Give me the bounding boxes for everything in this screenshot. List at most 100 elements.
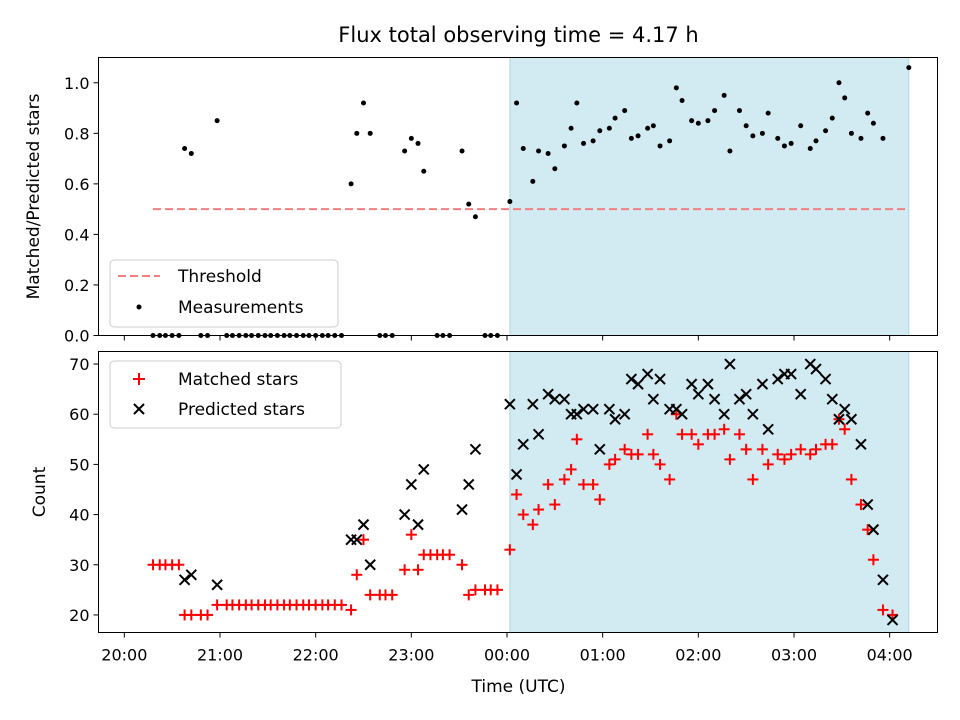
bottom-y-axis: 20 30 40 50 60 70	[69, 355, 99, 625]
matched-star-point	[456, 559, 468, 571]
predicted-star-point	[632, 378, 644, 390]
top-y-tick-label: 0.8	[64, 124, 89, 143]
matched-star-point	[578, 478, 590, 490]
predicted-star-point	[364, 559, 376, 571]
measurement-point	[628, 135, 634, 141]
x-tick-label: 01:00	[580, 646, 626, 665]
predicted-star-point	[504, 398, 516, 410]
legend-threshold-label: Threshold	[177, 267, 262, 287]
legend-matched-swatch	[133, 373, 145, 385]
predicted-star-point	[594, 443, 606, 456]
matched-star-point	[558, 473, 570, 485]
bot-y-tick-label: 70	[69, 355, 89, 374]
predicted-star-point	[708, 393, 721, 405]
bot-y-tick-label: 20	[69, 606, 89, 625]
predicted-star-point	[845, 413, 858, 425]
predicted-star-point	[558, 393, 571, 405]
measurement-point	[402, 148, 408, 154]
predicted-star-point	[785, 368, 797, 380]
top-panel-frame	[98, 57, 938, 336]
matched-star-point	[762, 458, 774, 470]
matched-star-point	[357, 534, 369, 546]
measurement-point	[574, 100, 580, 106]
predicted-star-point	[772, 373, 784, 385]
measurement-point	[721, 92, 727, 98]
measurement-point	[842, 95, 848, 101]
legend-predicted-swatch	[133, 403, 145, 415]
measurement-point	[813, 138, 819, 144]
predicted-star-point	[587, 403, 599, 415]
matched-star-point	[609, 453, 621, 465]
measurement-point	[612, 115, 618, 121]
x-tick-label: 21:00	[197, 646, 243, 665]
matched-star-point	[517, 509, 529, 521]
measurement-point	[520, 145, 526, 151]
predicted-star-point	[357, 518, 370, 531]
x-tick-label: 04:00	[867, 646, 913, 665]
measurement-point	[667, 138, 673, 144]
measurement-point	[367, 130, 373, 136]
matched-star-point	[386, 589, 398, 601]
legend-measurements-swatch	[136, 304, 142, 310]
measurement-point	[657, 143, 663, 149]
top-observing-window	[509, 57, 910, 336]
x-tick-label: 00:00	[484, 646, 530, 665]
top-y-axis-label: Matched/Predicted stars	[24, 93, 44, 299]
measurement-point	[622, 108, 628, 114]
measurement-point	[870, 120, 876, 126]
predicted-star-point	[794, 388, 807, 400]
matched-star-point	[405, 529, 417, 541]
bot-y-tick-label: 60	[69, 405, 89, 424]
predicted-star-point	[762, 423, 774, 435]
predicted-star-point	[654, 373, 666, 385]
matched-star-point	[855, 499, 867, 511]
matched-star-point	[718, 423, 730, 435]
matched-star-point	[862, 524, 874, 536]
matched-star-point	[594, 494, 606, 506]
matched-star-point	[469, 584, 481, 596]
matched-star-point	[709, 428, 721, 440]
measurement-point	[606, 125, 612, 131]
predicted-star-point	[577, 403, 590, 415]
predicted-star-point	[833, 413, 845, 425]
matched-star-point	[603, 458, 615, 470]
predicted-star-point	[185, 569, 198, 581]
x-tick-label: 23:00	[388, 646, 434, 665]
top-panel: 0.0 0.2 0.4 0.6 0.8 1.0 Matched/Predicted sta…	[24, 57, 938, 346]
matched-star-point	[733, 428, 745, 440]
matched-star-point	[542, 478, 554, 490]
matched-star-point	[795, 443, 807, 455]
matched-star-point	[810, 443, 822, 455]
measurement-point	[823, 128, 829, 134]
bottom-y-axis-label: Count	[30, 466, 50, 517]
matched-star-point	[527, 519, 539, 531]
measurement-point	[581, 140, 587, 146]
measurement-point	[354, 130, 360, 136]
predicted-star-point	[456, 503, 468, 516]
matched-star-point	[571, 433, 583, 445]
predicted-star-point	[756, 378, 769, 390]
matched-star-point	[351, 569, 363, 581]
x-tick-label: 02:00	[675, 646, 721, 665]
predicted-star-point	[747, 408, 759, 420]
predicted-star-point	[178, 574, 191, 586]
measurement-point	[597, 128, 603, 134]
measurement-point	[421, 168, 427, 174]
matched-star-point	[619, 443, 631, 455]
predicted-star-point	[571, 408, 583, 420]
measurement-point	[188, 151, 194, 157]
matched-star-point	[412, 564, 424, 576]
matched-star-point	[845, 473, 857, 485]
matched-star-point	[647, 448, 659, 460]
matched-star-point	[642, 428, 654, 440]
measurement-point	[415, 140, 421, 146]
x-tick-label: 03:00	[771, 646, 817, 665]
measurement-point	[552, 166, 558, 172]
matched-star-point	[664, 473, 676, 485]
measurement-point	[807, 145, 813, 151]
predicted-star-point	[510, 468, 523, 481]
predicted-star-point	[618, 408, 631, 420]
x-axis-label: Time (UTC)	[471, 677, 566, 697]
measurement-point	[536, 148, 542, 154]
